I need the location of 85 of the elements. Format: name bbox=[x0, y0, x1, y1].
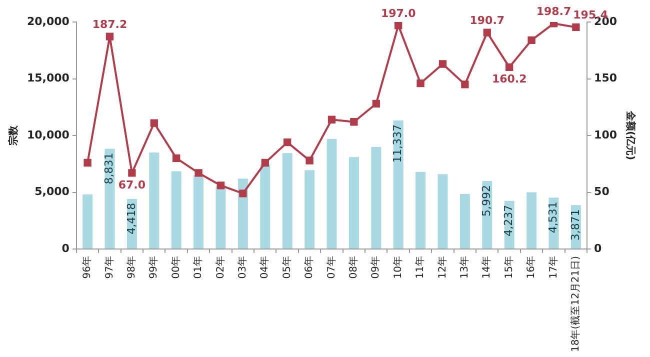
x-tick-label: 01年 bbox=[192, 256, 204, 279]
x-tick-label: 14年 bbox=[480, 256, 493, 279]
bar bbox=[326, 138, 337, 249]
y2-axis-title: 金额(亿元) bbox=[624, 110, 636, 160]
bar bbox=[371, 146, 382, 249]
bar bbox=[438, 174, 448, 249]
x-tick-label: 04年 bbox=[258, 256, 271, 279]
bar bbox=[171, 171, 182, 249]
x-tick-label: 03年 bbox=[236, 256, 249, 279]
data-label: 187.2 bbox=[92, 18, 128, 31]
point bbox=[572, 23, 580, 32]
data-label: 67.0 bbox=[118, 178, 146, 192]
data-label: 4,531 bbox=[546, 202, 560, 234]
point bbox=[506, 63, 514, 72]
point bbox=[216, 182, 225, 190]
x-tick-label: 17年 bbox=[547, 256, 560, 279]
data-label: 3,871 bbox=[568, 209, 582, 241]
x-tick-label: 98年 bbox=[126, 256, 138, 279]
bar bbox=[82, 194, 93, 249]
x-tick-label: 15年 bbox=[502, 256, 515, 279]
point bbox=[528, 36, 536, 44]
bar bbox=[348, 157, 359, 249]
data-label: 5,992 bbox=[480, 185, 493, 217]
data-label: 4,237 bbox=[502, 204, 516, 236]
point bbox=[106, 32, 114, 40]
bar bbox=[393, 120, 404, 249]
x-tick-label: 11年 bbox=[414, 256, 426, 279]
y2-tick-label: 0 bbox=[594, 242, 602, 255]
point bbox=[438, 60, 447, 68]
y2-tick-label: 100 bbox=[594, 128, 618, 142]
point bbox=[461, 80, 469, 88]
y-tick-label: 5,000 bbox=[34, 185, 70, 198]
point bbox=[128, 169, 136, 177]
x-tick-label: 06年 bbox=[303, 256, 316, 279]
y-tick-label: 20,000 bbox=[26, 14, 70, 28]
point bbox=[150, 119, 158, 127]
point bbox=[194, 169, 202, 177]
bar bbox=[194, 175, 204, 249]
x-tick-label: 97年 bbox=[103, 256, 116, 279]
x-tick-label: 13年 bbox=[458, 256, 471, 279]
point bbox=[306, 156, 314, 164]
x-tick-label: 08年 bbox=[348, 256, 360, 279]
x-tick-label: 09年 bbox=[370, 256, 382, 279]
x-tick-label: 07年 bbox=[325, 256, 338, 279]
bar bbox=[526, 192, 537, 249]
y2-tick-label: 50 bbox=[594, 185, 610, 198]
point bbox=[483, 28, 491, 36]
y-tick-label: 10,000 bbox=[26, 128, 70, 142]
x-tick-label: 10年 bbox=[392, 256, 404, 279]
data-label: 8,831 bbox=[102, 152, 116, 184]
data-label: 11,337 bbox=[391, 124, 404, 163]
y-axis-title: 宗数 bbox=[8, 124, 20, 147]
bar bbox=[416, 172, 426, 249]
x-tick-label: 05年 bbox=[280, 256, 293, 279]
y-tick-label: 15,000 bbox=[26, 72, 70, 85]
point bbox=[284, 138, 292, 146]
point bbox=[394, 22, 402, 30]
point bbox=[172, 154, 180, 162]
x-tick-label: 02年 bbox=[214, 256, 226, 279]
data-label: 190.7 bbox=[470, 14, 505, 27]
bar bbox=[282, 153, 292, 249]
bar bbox=[260, 164, 270, 249]
bar bbox=[149, 152, 160, 249]
point bbox=[350, 118, 358, 126]
data-label: 197.0 bbox=[380, 6, 416, 20]
point bbox=[416, 79, 424, 88]
x-tick-label: 12年 bbox=[436, 256, 448, 279]
point bbox=[261, 158, 269, 167]
point bbox=[328, 116, 336, 124]
x-tick-label: 16年 bbox=[525, 256, 538, 279]
x-tick-label: 18年(截至12月21日) bbox=[570, 256, 582, 352]
point bbox=[239, 190, 247, 198]
data-label: 198.7 bbox=[536, 4, 572, 18]
y-tick-label: 0 bbox=[62, 242, 70, 255]
point bbox=[372, 100, 380, 108]
bar bbox=[304, 170, 315, 249]
y2-tick-label: 150 bbox=[594, 72, 618, 85]
data-label: 4,418 bbox=[124, 202, 138, 234]
x-tick-label: 96年 bbox=[81, 256, 94, 279]
x-tick-label: 99年 bbox=[148, 256, 160, 279]
bar bbox=[216, 185, 226, 249]
bar bbox=[460, 194, 470, 249]
point bbox=[84, 158, 92, 167]
x-tick-label: 00年 bbox=[170, 256, 182, 279]
data-label: 160.2 bbox=[492, 72, 527, 86]
